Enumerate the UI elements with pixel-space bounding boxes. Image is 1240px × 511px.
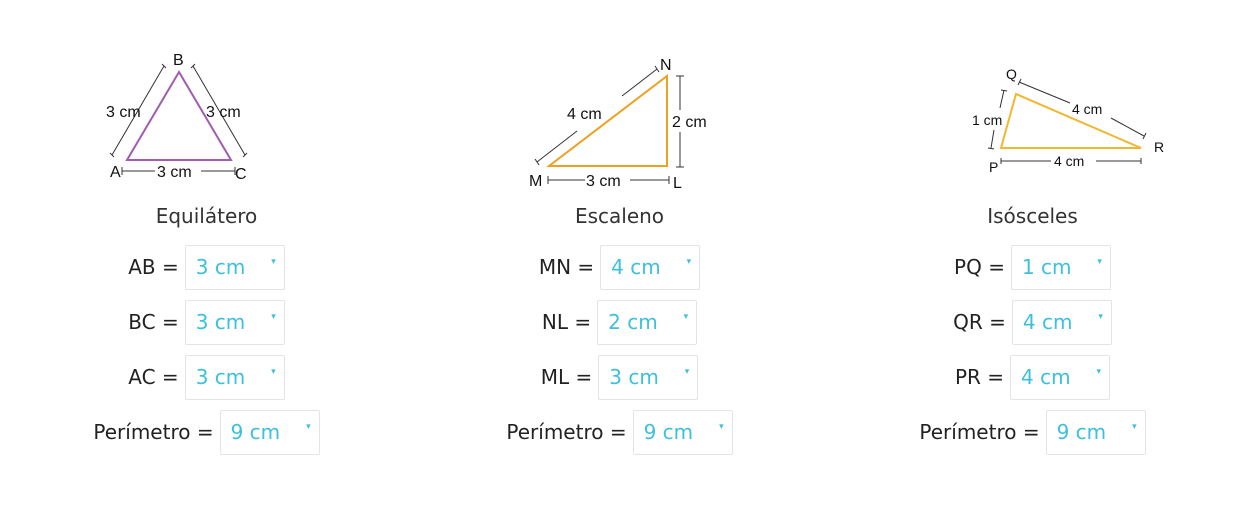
vertex-label-q: Q <box>1006 66 1017 82</box>
dropdown-value: 4 cm <box>611 255 661 279</box>
vertex-label-n: N <box>660 57 672 74</box>
dimension-lines <box>987 78 1147 164</box>
dimension-lines <box>109 63 248 175</box>
side-label: PR = <box>954 365 1005 389</box>
side-row: ML = 3 cm ▾ <box>413 354 826 400</box>
triangle-type-title: Equilátero <box>155 204 258 228</box>
dropdown-value: 1 cm <box>1021 255 1072 279</box>
length-dropdown[interactable]: 3 cm ▾ <box>598 354 699 400</box>
length-dropdown[interactable]: 1 cm ▾ <box>1010 244 1111 290</box>
side-row: BC = 3 cm ▾ <box>0 299 413 345</box>
side-label-mn: 4 cm <box>567 106 602 123</box>
dimension-lines <box>534 65 684 184</box>
perimeter-label: Perímetro = <box>506 420 627 444</box>
triangle-type-title: Isósceles <box>987 204 1078 228</box>
chevron-down-icon: ▾ <box>1097 257 1102 267</box>
vertex-label-m: M <box>529 173 542 190</box>
perimeter-row: Perímetro = 9 cm ▾ <box>826 409 1239 455</box>
chevron-down-icon: ▾ <box>271 367 276 377</box>
dropdown-value: 9 cm <box>1056 420 1107 444</box>
vertex-label-l: L <box>673 175 682 192</box>
vertex-label-r: R <box>1154 139 1164 155</box>
side-label: NL = <box>541 310 592 334</box>
vertex-label-a: A <box>110 164 121 181</box>
length-dropdown[interactable]: 4 cm ▾ <box>600 244 701 290</box>
side-row: QR = 4 cm ▾ <box>826 299 1239 345</box>
perimeter-row: Perímetro = 9 cm ▾ <box>0 409 413 455</box>
side-label: MN = <box>538 255 595 279</box>
length-dropdown[interactable]: 4 cm ▾ <box>1011 299 1112 345</box>
side-row: AB = 3 cm ▾ <box>0 244 413 290</box>
side-label-ml: 3 cm <box>586 173 621 190</box>
perimeter-dropdown[interactable]: 9 cm ▾ <box>632 409 733 455</box>
side-label: AB = <box>128 255 179 279</box>
dropdown-value: 3 cm <box>609 365 659 389</box>
length-dropdown[interactable]: 3 cm ▾ <box>184 354 285 400</box>
side-label: AC = <box>128 365 179 389</box>
perimeter-label: Perímetro = <box>93 420 214 444</box>
triangle-shape <box>999 92 1142 149</box>
vertex-label-c: C <box>235 166 247 183</box>
side-label: ML = <box>540 365 593 389</box>
side-label-bc: 3 cm <box>206 104 241 121</box>
chevron-down-icon: ▾ <box>271 257 276 267</box>
perimeter-row: Perímetro = 9 cm ▾ <box>413 409 826 455</box>
triangle-panel-scalene: N M L 4 cm 2 cm 3 cm Escaleno MN = 4 cm … <box>413 0 826 511</box>
dropdown-value: 9 cm <box>643 420 694 444</box>
chevron-down-icon: ▾ <box>1098 312 1103 322</box>
triangle-type-title: Escaleno <box>574 204 665 228</box>
chevron-down-icon: ▾ <box>686 257 692 267</box>
chevron-down-icon: ▾ <box>719 422 724 432</box>
side-label-nl: 2 cm <box>672 114 707 131</box>
length-dropdown[interactable]: 3 cm ▾ <box>184 299 285 345</box>
equilateral-triangle-figure: B A C 3 cm 3 cm 3 cm <box>106 52 248 183</box>
side-label-ab: 3 cm <box>106 104 141 121</box>
triangle-panel-equilateral: B A C 3 cm 3 cm 3 cm Equilátero AB = 3 c… <box>0 0 413 511</box>
side-label-pr: 4 cm <box>1054 153 1084 169</box>
dropdown-value: 4 cm <box>1022 310 1073 334</box>
side-label-qr: 4 cm <box>1072 101 1102 117</box>
dropdown-value: 2 cm <box>608 310 658 334</box>
length-dropdown[interactable]: 4 cm ▾ <box>1010 354 1111 400</box>
chevron-down-icon: ▾ <box>1132 422 1137 432</box>
side-row: PR = 4 cm ▾ <box>826 354 1239 400</box>
side-label: PQ = <box>954 255 1005 279</box>
length-dropdown[interactable]: 2 cm ▾ <box>597 299 698 345</box>
perimeter-dropdown[interactable]: 9 cm ▾ <box>219 409 320 455</box>
side-label: QR = <box>953 310 1006 334</box>
vertex-label-p: P <box>989 159 998 175</box>
side-label-pq: 1 cm <box>972 112 1002 128</box>
side-row: NL = 2 cm ▾ <box>413 299 826 345</box>
length-dropdown[interactable]: 3 cm ▾ <box>184 244 285 290</box>
dropdown-value: 3 cm <box>195 255 246 279</box>
perimeter-dropdown[interactable]: 9 cm ▾ <box>1045 409 1146 455</box>
side-row: AC = 3 cm ▾ <box>0 354 413 400</box>
side-row: MN = 4 cm ▾ <box>413 244 826 290</box>
chevron-down-icon: ▾ <box>306 422 311 432</box>
triangle-shape <box>546 73 668 167</box>
triangle-shape <box>125 70 233 161</box>
chevron-down-icon: ▾ <box>1096 367 1102 377</box>
triangle-panel-isosceles: Q P R 1 cm 4 cm 4 cm Isósceles PQ = 1 cm… <box>826 0 1239 511</box>
perimeter-label: Perímetro = <box>919 420 1040 444</box>
vertex-label-b: B <box>173 52 184 69</box>
dropdown-value: 3 cm <box>195 310 246 334</box>
side-label-ac: 3 cm <box>157 164 192 181</box>
scalene-triangle-figure: N M L 4 cm 2 cm 3 cm <box>529 57 707 192</box>
chevron-down-icon: ▾ <box>271 312 276 322</box>
isosceles-triangle-figure: Q P R 1 cm 4 cm 4 cm <box>972 66 1164 175</box>
dropdown-value: 4 cm <box>1021 365 1071 389</box>
side-row: PQ = 1 cm ▾ <box>826 244 1239 290</box>
dropdown-value: 3 cm <box>195 365 246 389</box>
dropdown-value: 9 cm <box>230 420 281 444</box>
side-label: BC = <box>128 310 179 334</box>
chevron-down-icon: ▾ <box>684 367 690 377</box>
chevron-down-icon: ▾ <box>683 312 689 322</box>
